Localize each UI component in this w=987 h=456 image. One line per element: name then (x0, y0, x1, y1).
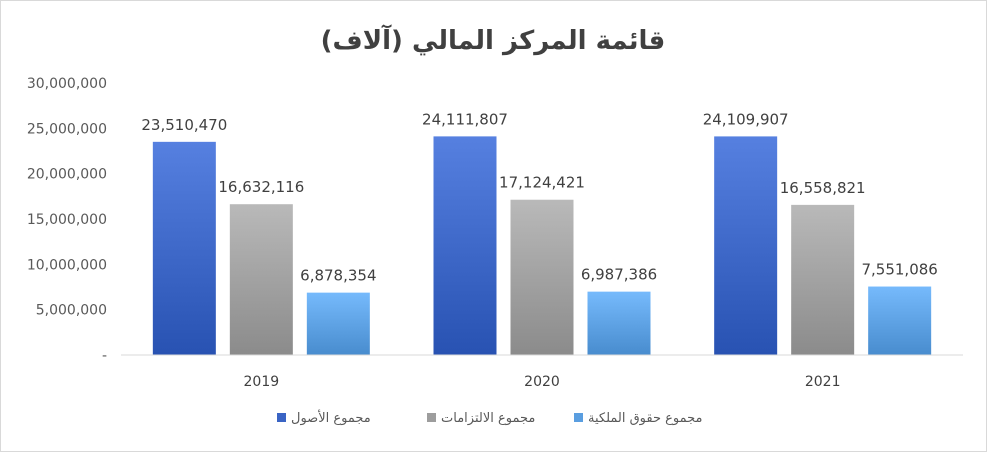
bar (306, 292, 370, 355)
bar (229, 204, 293, 355)
y-tick-label: 5,000,000 (36, 303, 107, 319)
bars: 23,510,470 16,632,116 6,878,354 24,111,807 1… (141, 110, 938, 355)
legend-swatch (427, 413, 436, 422)
data-label: 16,632,116 (218, 178, 304, 196)
x-tick-label: 2020 (524, 374, 560, 390)
legend-label: مجموع حقوق الملكية (588, 411, 703, 426)
y-tick-label: 25,000,000 (27, 121, 107, 137)
data-label: 6,987,386 (581, 266, 657, 284)
y-axis: - 5,000,000 10,000,000 15,000,000 20,000,000… (27, 76, 107, 364)
data-label: 23,510,470 (141, 116, 227, 134)
data-label: 7,551,086 (861, 261, 937, 279)
chart-title: قائمة المركز المالي (آلاف) (321, 24, 666, 56)
legend-label: مجموع الأصول (291, 409, 371, 426)
y-tick-label: 10,000,000 (27, 257, 107, 273)
data-label: 16,558,821 (780, 179, 866, 197)
y-tick-label: 30,000,000 (27, 76, 107, 92)
bar (868, 286, 932, 355)
x-tick-label: 2021 (805, 374, 841, 390)
legend-label: مجموع الالتزامات (441, 411, 535, 426)
bar (791, 204, 855, 355)
bar (587, 291, 651, 355)
y-tick-label: - (102, 348, 107, 364)
bar (152, 141, 216, 355)
x-tick-label: 2019 (244, 374, 280, 390)
legend-swatch (277, 413, 286, 422)
data-label: 17,124,421 (499, 174, 585, 192)
y-tick-label: 15,000,000 (27, 212, 107, 228)
legend-swatch (574, 413, 583, 422)
legend: مجموع الأصول مجموع الالتزامات مجموع حقوق ا… (277, 409, 703, 426)
bar (714, 136, 778, 355)
bar (510, 199, 574, 355)
y-tick-label: 20,000,000 (27, 167, 107, 183)
data-label: 24,109,907 (703, 110, 789, 128)
data-label: 6,878,354 (300, 267, 376, 285)
data-label: 24,111,807 (422, 110, 508, 128)
bar (433, 136, 497, 355)
x-axis: 2019 2020 2021 (244, 374, 841, 390)
